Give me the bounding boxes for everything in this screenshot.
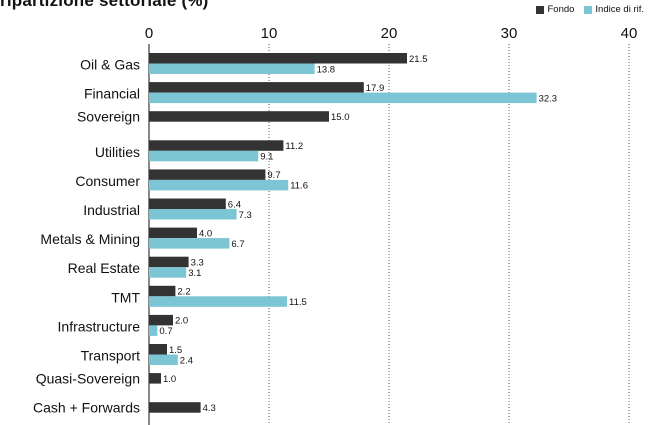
bar-indice-utilities [149, 151, 258, 162]
data-label-fondo-quasi-sovereign: 1.0 [163, 374, 176, 385]
data-label-fondo-real-estate: 3.3 [191, 257, 204, 268]
category-label-metals-mining: Metals & Mining [40, 231, 140, 247]
data-label-indice-utilities: 9.1 [260, 152, 273, 163]
data-label-fondo-utilities: 11.2 [285, 141, 303, 152]
bar-fondo-utilities [149, 140, 283, 151]
x-tick-label-40: 40 [621, 25, 638, 42]
data-label-indice-metals-mining: 6.7 [231, 239, 244, 250]
bar-fondo-transport [149, 344, 167, 355]
data-label-fondo-sovereign: 15.0 [331, 112, 350, 123]
x-tick-label-30: 30 [501, 25, 518, 42]
bar-fondo-industrial [149, 199, 226, 210]
bar-indice-transport [149, 355, 178, 366]
category-label-transport: Transport [81, 348, 141, 364]
data-label-indice-financial: 32.3 [539, 93, 558, 104]
data-label-indice-infrastructure: 0.7 [159, 326, 172, 337]
data-label-fondo-infrastructure: 2.0 [175, 316, 188, 327]
data-label-indice-oil-gas: 13.8 [317, 64, 336, 75]
category-label-financial: Financial [84, 86, 140, 102]
bar-fondo-quasi-sovereign [149, 373, 161, 384]
bar-fondo-oil-gas [149, 53, 407, 64]
bar-fondo-tmt [149, 286, 175, 297]
data-label-indice-tmt: 11.5 [289, 297, 307, 308]
bar-indice-oil-gas [149, 64, 315, 75]
bar-indice-financial [149, 93, 537, 104]
data-label-fondo-oil-gas: 21.5 [409, 54, 428, 65]
bar-fondo-infrastructure [149, 315, 173, 326]
category-label-consumer: Consumer [75, 173, 140, 189]
bar-indice-real-estate [149, 267, 186, 278]
bar-indice-infrastructure [149, 325, 157, 336]
bar-fondo-metals-mining [149, 228, 197, 239]
x-tick-label-0: 0 [145, 25, 153, 42]
category-label-quasi-sovereign: Quasi-Sovereign [36, 370, 140, 386]
bar-fondo-financial [149, 82, 364, 93]
category-label-sovereign: Sovereign [77, 108, 140, 124]
bar-indice-tmt [149, 296, 287, 307]
data-label-fondo-transport: 1.5 [169, 345, 182, 356]
data-label-fondo-financial: 17.9 [366, 83, 385, 94]
category-label-real-estate: Real Estate [68, 260, 141, 276]
data-label-fondo-industrial: 6.4 [228, 199, 241, 210]
data-label-fondo-metals-mining: 4.0 [199, 228, 212, 239]
data-label-indice-industrial: 7.3 [239, 210, 252, 221]
x-tick-label-20: 20 [381, 25, 398, 42]
bar-fondo-consumer [149, 169, 265, 180]
x-tick-label-10: 10 [261, 25, 278, 42]
bar-indice-metals-mining [149, 238, 229, 249]
category-label-cash-forwards: Cash + Forwards [33, 399, 140, 415]
bar-indice-industrial [149, 209, 237, 220]
bar-fondo-cash-forwards [149, 402, 201, 413]
bar-fondo-real-estate [149, 257, 189, 268]
bar-indice-consumer [149, 180, 288, 191]
data-label-fondo-cash-forwards: 4.3 [203, 403, 216, 414]
data-label-fondo-tmt: 2.2 [177, 287, 190, 298]
data-label-indice-transport: 2.4 [180, 355, 193, 366]
category-label-industrial: Industrial [83, 202, 140, 218]
data-label-fondo-consumer: 9.7 [267, 170, 280, 181]
bar-fondo-sovereign [149, 111, 329, 122]
category-label-tmt: TMT [111, 289, 140, 305]
category-label-utilities: Utilities [95, 144, 140, 160]
category-label-infrastructure: Infrastructure [58, 318, 141, 334]
data-label-indice-real-estate: 3.1 [188, 268, 201, 279]
data-label-indice-consumer: 11.6 [290, 181, 308, 192]
category-label-oil-gas: Oil & Gas [80, 57, 140, 73]
